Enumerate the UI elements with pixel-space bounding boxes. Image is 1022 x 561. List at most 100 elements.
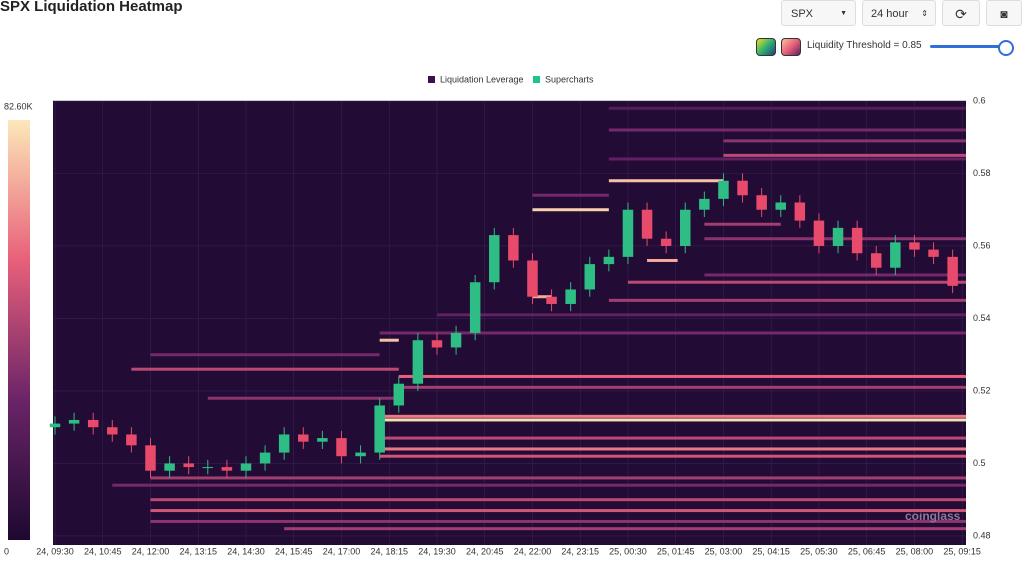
liquidity-band — [398, 374, 967, 378]
liquidity-band — [608, 157, 966, 161]
candle-body — [527, 260, 538, 297]
candle-body — [489, 235, 500, 283]
x-tick-label: 24, 14:30 — [227, 546, 265, 556]
x-tick-label: 25, 03:00 — [705, 546, 743, 556]
candle-body — [737, 180, 748, 196]
slider-thumb[interactable] — [998, 40, 1014, 56]
refresh-button[interactable]: ⟳ — [942, 0, 980, 26]
plot-layer — [49, 100, 967, 545]
candle-body — [890, 242, 901, 268]
candle-body — [909, 242, 920, 250]
candle-body — [813, 220, 825, 246]
y-tick-label: 0.48 — [973, 530, 991, 540]
x-tick-label: 24, 23:15 — [561, 546, 599, 556]
slider-track[interactable] — [930, 45, 1005, 48]
liquidity-band — [704, 273, 966, 277]
x-tick-label: 24, 19:30 — [418, 546, 456, 556]
x-tick-label: 25, 04:15 — [752, 546, 790, 556]
liquidity-band — [723, 153, 966, 157]
x-tick-label: 25, 06:45 — [848, 546, 886, 556]
x-tick-label: 25, 01:45 — [657, 546, 695, 556]
color-swatch[interactable] — [756, 38, 776, 56]
liquidity-band — [112, 483, 967, 487]
candle-body — [68, 419, 80, 424]
candle-body — [928, 249, 939, 257]
candle-body — [259, 452, 271, 464]
liquidity-band — [608, 106, 966, 110]
liquidity-band — [379, 436, 966, 440]
liquidity-band — [532, 193, 609, 197]
liquidity-band — [284, 527, 967, 531]
x-tick-label: 25, 05:30 — [800, 546, 838, 556]
color-swatch[interactable] — [781, 38, 801, 56]
candle-body — [221, 467, 233, 471]
liquidity-band — [379, 454, 966, 458]
liquidity-band — [608, 179, 724, 183]
candle-body — [240, 463, 252, 471]
legend-label: Supercharts — [545, 74, 594, 84]
y-tick-label: 0.56 — [973, 240, 991, 250]
liquidity-band — [150, 353, 380, 357]
candle-body — [718, 180, 729, 199]
legend-swatch — [533, 76, 540, 83]
liquidity-band — [398, 385, 967, 389]
candle-body — [832, 227, 844, 246]
candle-body — [603, 256, 615, 265]
liquidity-band — [532, 208, 609, 212]
x-tick-label: 25, 08:00 — [896, 546, 934, 556]
liquidity-band — [647, 258, 678, 262]
liquidity-band — [150, 476, 966, 480]
liquidity-band — [207, 396, 399, 400]
liquidity-band — [723, 139, 966, 143]
y-tick-label: 0.58 — [973, 168, 991, 178]
candle-body — [450, 332, 462, 348]
candle-body — [145, 445, 156, 471]
x-tick-label: 24, 20:45 — [466, 546, 504, 556]
liquidity-band — [150, 498, 966, 502]
candle-body — [660, 238, 672, 246]
symbol-label: SPX — [791, 8, 814, 20]
candle-body — [851, 227, 863, 254]
candle-body — [565, 289, 576, 304]
candle-body — [49, 423, 61, 428]
colorbar-tick-label: 0 — [4, 546, 9, 556]
candle-body — [412, 340, 424, 384]
caret: ⇕ — [921, 9, 928, 18]
x-tick-label: 24, 13:15 — [179, 546, 217, 556]
candle-body — [947, 256, 958, 286]
candle-body — [87, 419, 99, 428]
colorbar — [8, 120, 30, 540]
candle-body — [317, 438, 328, 442]
candle-body — [336, 438, 347, 457]
y-tick-label: 0.52 — [973, 385, 991, 395]
candle-body — [699, 198, 710, 210]
liquidity-band — [379, 338, 399, 342]
candle-body — [298, 434, 309, 442]
liquidity-band — [436, 313, 966, 317]
candle-body — [794, 202, 806, 221]
candle-body — [584, 264, 596, 290]
candle-body — [508, 235, 519, 261]
liquidity-band — [627, 280, 966, 284]
candle-body — [756, 195, 767, 210]
x-tick-label: 24, 12:00 — [132, 546, 170, 556]
plot-background — [53, 101, 966, 545]
candle-body — [679, 209, 691, 246]
candle-body — [431, 340, 443, 348]
candle-body — [183, 463, 194, 468]
candle-body — [546, 296, 557, 304]
candle-body — [355, 452, 366, 457]
range-select[interactable]: 24 hour ⇕ — [862, 0, 936, 26]
camera-button[interactable]: ◙ — [986, 0, 1022, 26]
x-tick-label: 25, 00:30 — [609, 546, 647, 556]
page-title: SPX Liquidation Heatmap — [0, 0, 183, 15]
candle-body — [469, 282, 481, 333]
threshold-label: Liquidity Threshold = 0.85 — [807, 40, 922, 51]
x-tick-label: 24, 22:00 — [514, 546, 552, 556]
candle-body — [393, 383, 405, 406]
candle-body — [107, 427, 118, 435]
candle-body — [775, 202, 786, 210]
liquidity-band — [704, 222, 781, 226]
symbol-select[interactable]: SPX ▼ — [781, 0, 856, 26]
